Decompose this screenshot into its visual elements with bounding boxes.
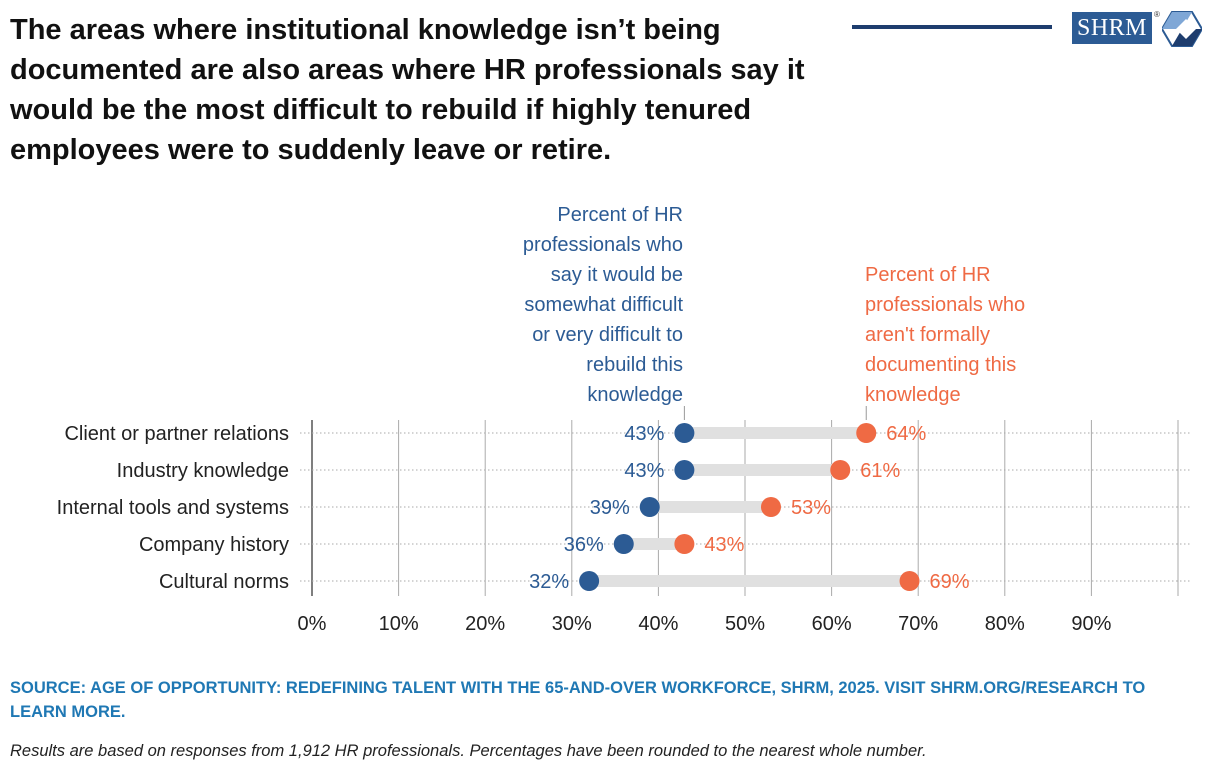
title-rule (852, 25, 1052, 29)
category-label: Client or partner relations (64, 423, 289, 445)
chart-title: The areas where institutional knowledge … (10, 14, 805, 166)
data-label-blue: 43% (624, 460, 664, 482)
series-label-line: professionals who (523, 234, 683, 256)
data-point-blue (674, 423, 695, 443)
series-label-line: knowledge (587, 384, 683, 406)
data-point-blue (579, 571, 600, 591)
x-tick-label: 20% (465, 613, 505, 635)
data-point-orange (674, 534, 695, 554)
x-tick-label: 40% (638, 613, 678, 635)
footnote: Results are based on responses from 1,91… (10, 742, 927, 760)
category-label: Cultural norms (159, 571, 289, 593)
series-label-line: documenting this (865, 354, 1016, 376)
series-label-line: Percent of HR (865, 264, 991, 286)
data-point-orange (830, 460, 851, 480)
x-tick-label: 30% (552, 613, 592, 635)
data-label-blue: 32% (529, 571, 569, 593)
series-label-line: professionals who (865, 294, 1025, 316)
data-label-blue: 39% (590, 497, 630, 519)
data-label-orange: 69% (930, 571, 970, 593)
x-tick-label: 50% (725, 613, 765, 635)
series-label-line: rebuild this (586, 354, 683, 376)
category-label: Company history (139, 534, 289, 556)
shrm-logo[interactable]: SHRM ® (1072, 10, 1202, 47)
data-point-blue (613, 534, 634, 554)
x-tick-label: 70% (898, 613, 938, 635)
dot-range-chart: 0% 10% 20% 30% 40% 50% 60% 70% 80% 90% Percent of … (57, 204, 1190, 635)
series-label-line: Percent of HR (557, 204, 683, 226)
x-tick-label: 0% (298, 613, 327, 635)
series-label-line: somewhat difficult (524, 294, 683, 316)
data-label-orange: 43% (704, 534, 744, 556)
series-label-line: knowledge (865, 384, 961, 406)
data-point-blue (639, 497, 660, 517)
shrm-logo-wordmark: SHRM (1072, 12, 1152, 44)
data-label-blue: 43% (624, 423, 664, 445)
category-label: Internal tools and systems (57, 497, 289, 519)
data-label-blue: 36% (564, 534, 604, 556)
data-label-orange: 53% (791, 497, 831, 519)
data-point-orange (899, 571, 920, 591)
x-tick-label: 10% (379, 613, 419, 635)
category-label: Industry knowledge (117, 460, 289, 482)
series-label-line: say it would be (551, 264, 683, 286)
data-point-orange (856, 423, 877, 443)
series-label-line: or very difficult to (532, 324, 683, 346)
data-point-orange (760, 497, 781, 517)
x-tick-label: 80% (985, 613, 1025, 635)
x-tick-label: 90% (1071, 613, 1111, 635)
x-tick-label: 60% (812, 613, 852, 635)
data-point-blue (674, 460, 695, 480)
shrm-hexagon-icon (1162, 11, 1202, 47)
series-label-line: aren't formally (865, 324, 990, 346)
data-label-orange: 61% (860, 460, 900, 482)
source-note: SOURCE: AGE OF OPPORTUNITY: REDEFINING T… (10, 679, 1146, 721)
registered-mark: ® (1154, 10, 1160, 19)
data-label-orange: 64% (886, 423, 926, 445)
